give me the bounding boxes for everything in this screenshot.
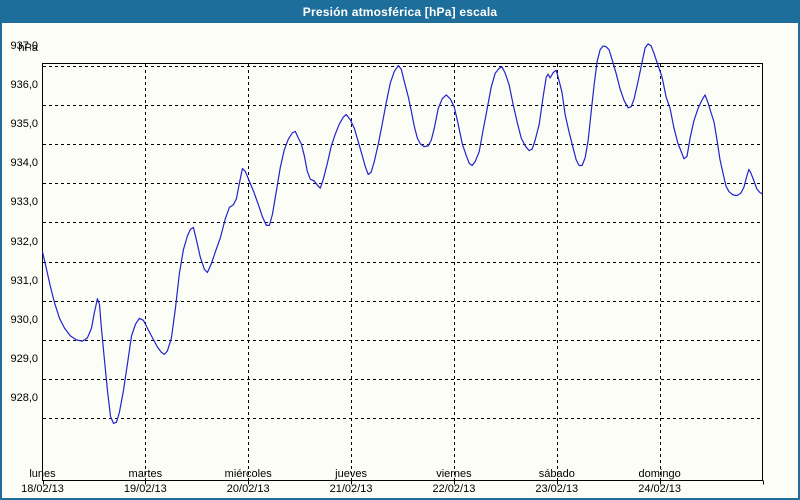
x-date-label: 23/02/13 <box>535 483 579 495</box>
pressure-line <box>41 43 763 424</box>
x-date-label: 19/02/13 <box>123 483 167 495</box>
x-day-label: martes <box>128 468 163 480</box>
y-tick-label: 929,0 <box>10 352 38 365</box>
chart-title-bar: Presión atmosférica [hPa] escala <box>2 2 798 23</box>
y-tick-label: 936,0 <box>10 78 38 91</box>
x-day-label: miércoles <box>224 468 272 480</box>
y-tick-label: 933,0 <box>10 195 38 208</box>
y-tick-label: 928,0 <box>10 391 38 404</box>
y-tick-label: 931,0 <box>10 274 38 287</box>
y-tick-label: 930,0 <box>10 313 38 326</box>
chart-title: Presión atmosférica [hPa] escala <box>302 5 498 19</box>
y-tick-label: 934,0 <box>10 156 38 169</box>
y-axis-unit-label: hPa <box>18 42 38 54</box>
x-day-label: lunes <box>29 468 56 480</box>
y-tick-label: 935,0 <box>10 117 38 130</box>
chart-area: hPa 937,0 936,0 935,0 934,0 933,0 932,0 931,0 9… <box>2 23 798 498</box>
x-date-label: 24/02/13 <box>638 483 682 495</box>
x-date-label: 20/02/13 <box>226 483 270 495</box>
plot-canvas <box>41 43 764 485</box>
x-day-label: jueves <box>335 468 367 480</box>
x-day-label: domingo <box>638 468 681 480</box>
y-tick-label: 937,0 <box>10 39 38 52</box>
x-day-label: sábado <box>538 468 575 480</box>
x-day-label: viernes <box>436 468 472 480</box>
x-date-label: 22/02/13 <box>432 483 476 495</box>
x-date-label: 18/02/13 <box>21 483 64 495</box>
plot-border <box>42 63 763 481</box>
y-tick-label: 932,0 <box>10 235 38 248</box>
x-date-label: 21/02/13 <box>329 483 373 495</box>
